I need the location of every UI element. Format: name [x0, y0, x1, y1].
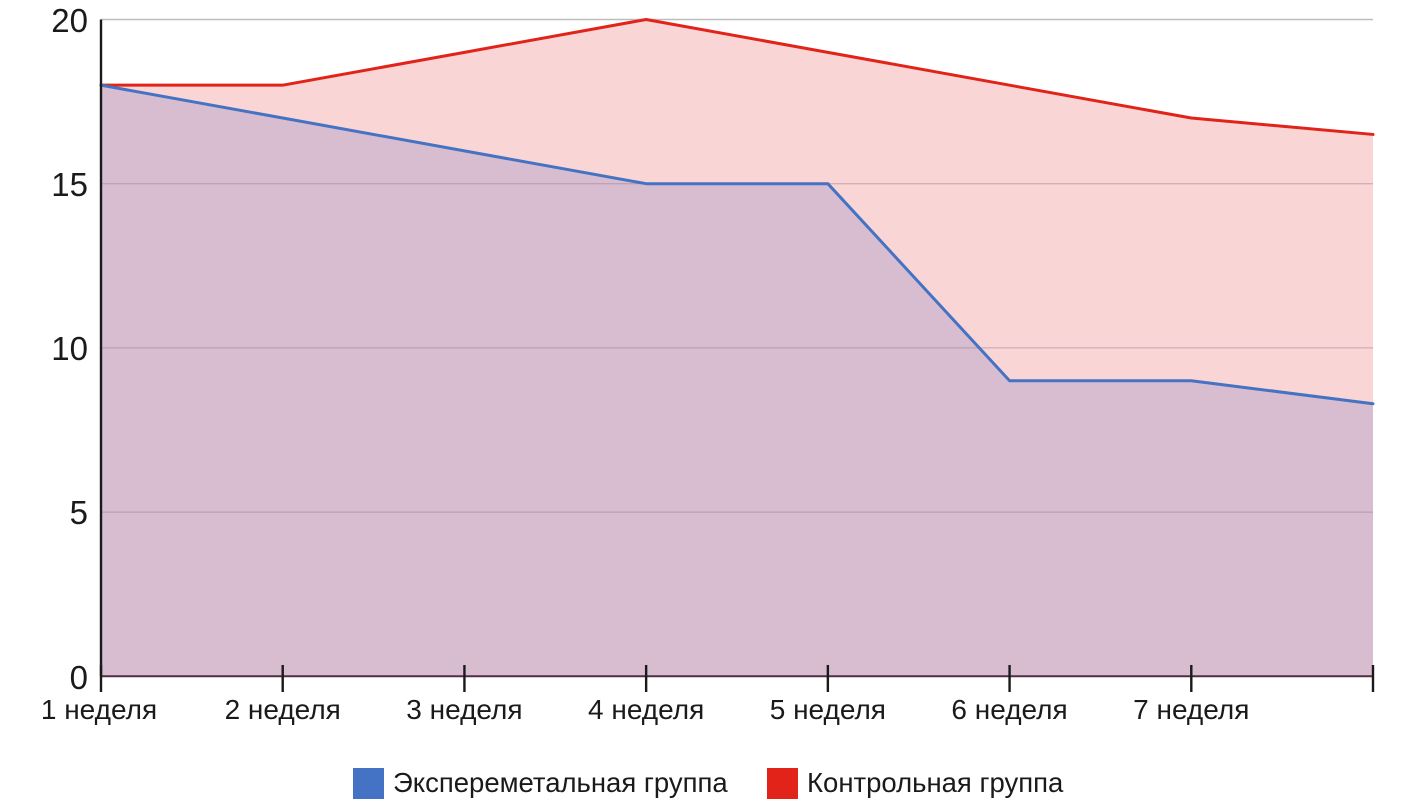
svg-text:10: 10: [51, 330, 88, 367]
svg-text:2 неделя: 2 неделя: [225, 694, 341, 725]
svg-text:7 неделя: 7 неделя: [1133, 694, 1249, 725]
svg-text:4 неделя: 4 неделя: [588, 694, 704, 725]
svg-text:Контрольная группа: Контрольная группа: [807, 767, 1064, 798]
svg-text:1 неделя: 1 неделя: [41, 694, 157, 725]
svg-text:0: 0: [70, 659, 88, 696]
svg-text:3 неделя: 3 неделя: [406, 694, 522, 725]
svg-text:6 неделя: 6 неделя: [951, 694, 1067, 725]
svg-text:5 неделя: 5 неделя: [770, 694, 886, 725]
svg-text:15: 15: [51, 166, 88, 203]
svg-text:20: 20: [51, 2, 88, 39]
svg-text:Экспереметальная группа: Экспереметальная группа: [393, 767, 728, 798]
svg-text:5: 5: [70, 494, 88, 531]
